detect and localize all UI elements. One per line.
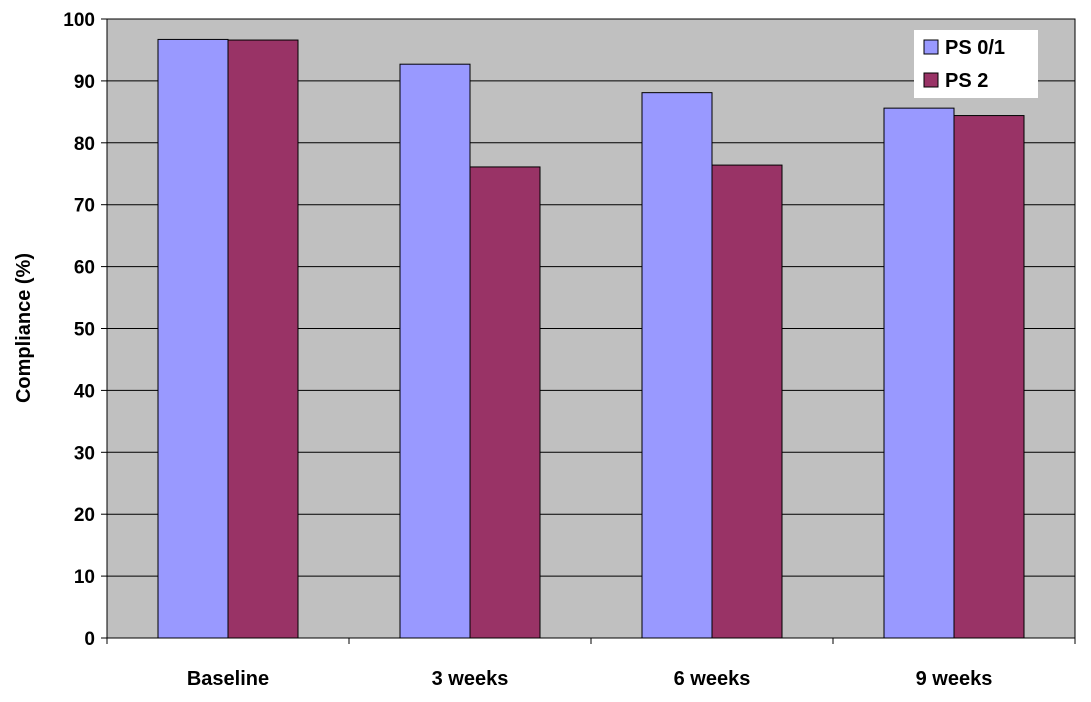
- bar-ps2-0: [227, 39, 299, 639]
- x-tick-label-2: 6 weeks: [674, 668, 751, 690]
- bar-ps2-3: [953, 115, 1025, 639]
- y-tick-label-20: 20: [74, 505, 95, 526]
- x-tick-label-1: 3 weeks: [432, 668, 509, 690]
- y-tick-label-30: 30: [74, 443, 95, 464]
- y-axis-title: Compliance (%): [13, 253, 35, 403]
- legend-label-ps01: PS 0/1: [945, 37, 1005, 59]
- y-tick-label-90: 90: [74, 72, 95, 93]
- legend-swatch-ps2: [923, 72, 939, 88]
- y-tick-label-0: 0: [84, 629, 95, 650]
- x-tick-label-3: 9 weeks: [916, 668, 993, 690]
- y-tick-label-70: 70: [74, 196, 95, 217]
- y-tick-label-80: 80: [74, 134, 95, 155]
- bar-ps2-1: [469, 166, 541, 639]
- y-tick-label-40: 40: [74, 381, 95, 402]
- x-tick-label-0: Baseline: [187, 668, 269, 690]
- x-axis-labels: Baseline 3 weeks 6 weeks 9 weeks: [106, 638, 1076, 690]
- bars: [157, 38, 1025, 639]
- bar-ps2-2: [711, 164, 783, 639]
- y-tick-label-100: 100: [63, 10, 95, 31]
- bar-ps01-2: [641, 92, 713, 639]
- y-axis-ticks: 0 10 20 30 40 50 60 70 80 90 100: [63, 10, 107, 650]
- bar-ps01-1: [399, 63, 471, 639]
- y-tick-label-50: 50: [74, 320, 95, 341]
- legend-swatch-ps01: [923, 39, 939, 55]
- y-tick-label-60: 60: [74, 258, 95, 279]
- y-tick-label-10: 10: [74, 567, 95, 588]
- legend: PS 0/1 PS 2: [914, 30, 1038, 98]
- legend-label-ps2: PS 2: [945, 70, 988, 92]
- bar-ps01-3: [883, 107, 955, 639]
- bar-ps01-0: [157, 38, 229, 639]
